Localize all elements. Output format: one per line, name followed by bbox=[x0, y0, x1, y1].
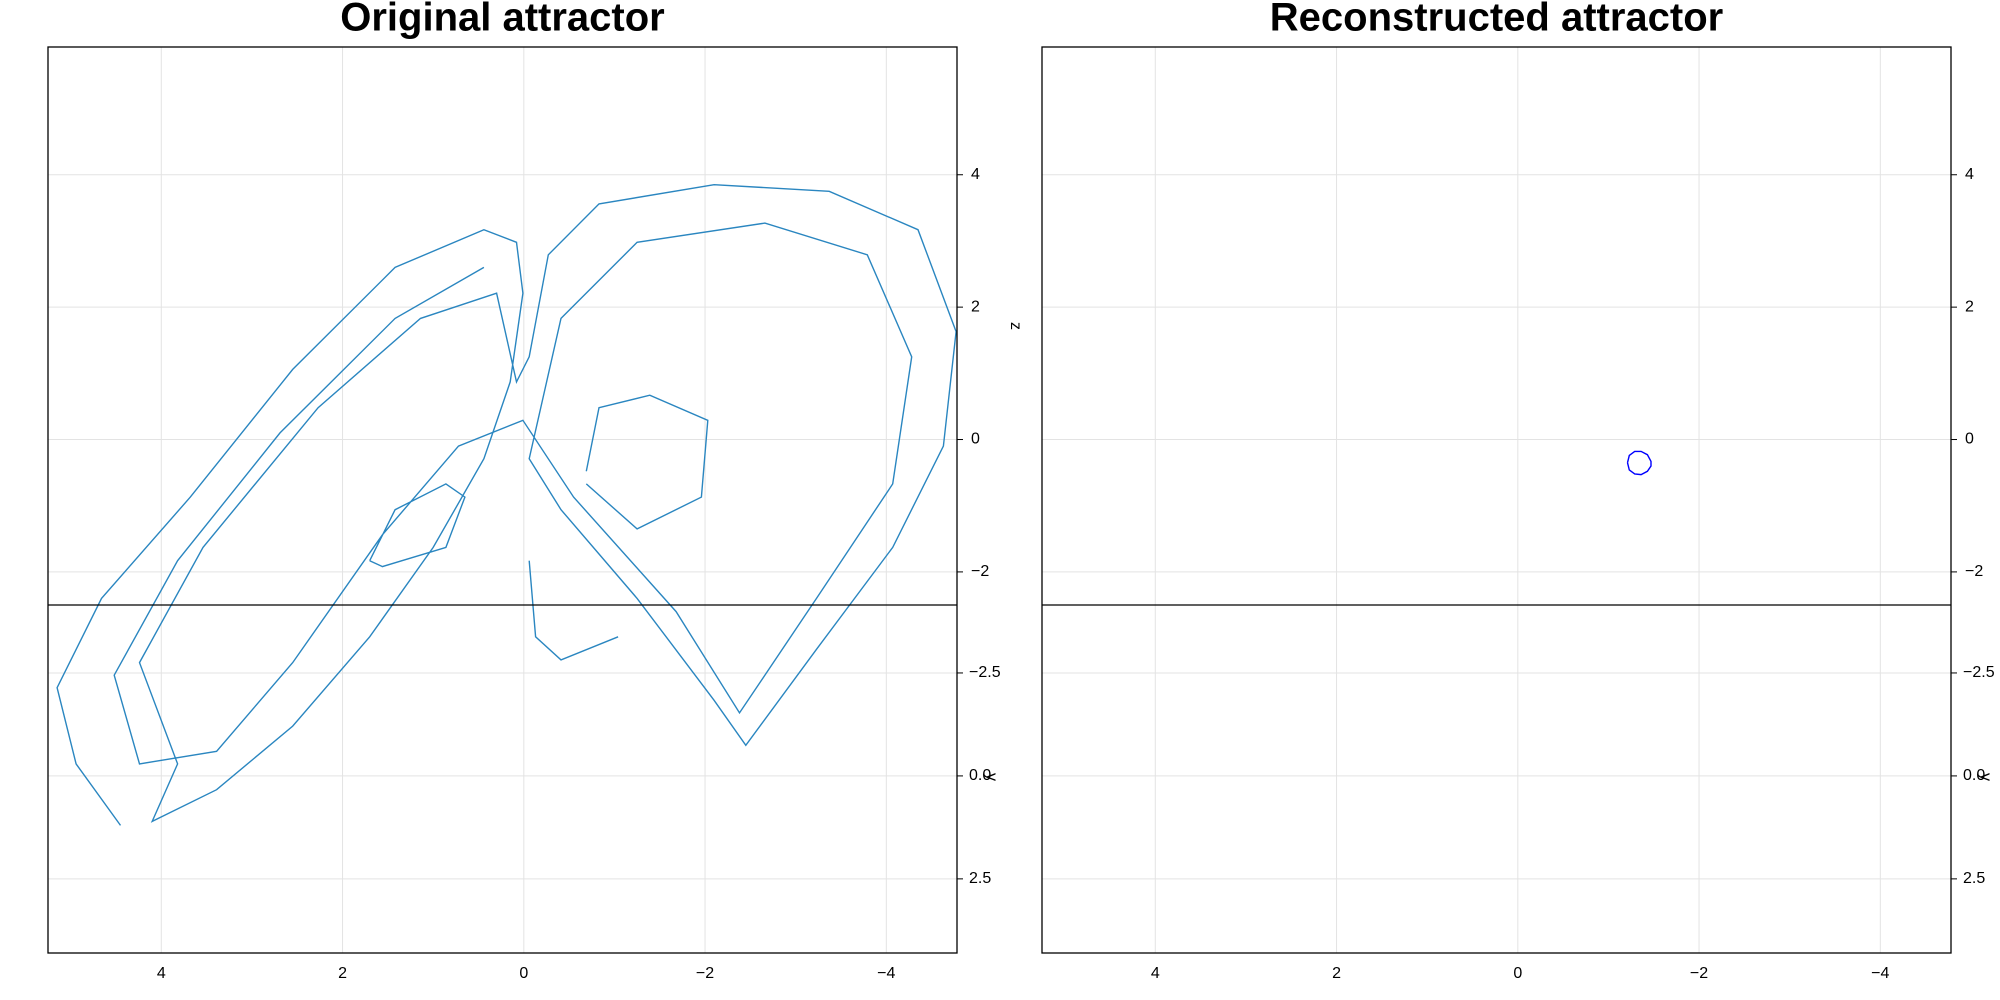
z-axis-label: z bbox=[1007, 322, 1024, 330]
y-tick-label: 0.0 bbox=[1963, 767, 1985, 784]
x-tick-label: −2 bbox=[696, 965, 714, 982]
y-tick-label: 0.0 bbox=[969, 767, 991, 784]
z-tick-label: 2 bbox=[1965, 298, 1974, 315]
z-tick-label: 2 bbox=[971, 298, 980, 315]
z-tick-label: 4 bbox=[971, 166, 980, 183]
y-axis-label: y bbox=[983, 773, 1000, 781]
trajectory bbox=[1626, 450, 1652, 476]
x-tick-label: 2 bbox=[338, 965, 347, 982]
y-tick-label: −2.5 bbox=[1963, 664, 1995, 681]
x-tick-label: 0 bbox=[1513, 965, 1522, 982]
x-tick-label: −4 bbox=[1871, 965, 1889, 982]
frame bbox=[47, 46, 958, 954]
x-tick-label: −2 bbox=[1690, 965, 1708, 982]
z-tick-label: 0 bbox=[1965, 431, 1974, 448]
x-tick-label: 2 bbox=[1332, 965, 1341, 982]
y-tick-label: 2.5 bbox=[969, 870, 991, 887]
z-tick-label: 4 bbox=[1965, 166, 1974, 183]
y-tick-label: −2.5 bbox=[969, 664, 1001, 681]
x-tick-label: −4 bbox=[877, 965, 895, 982]
x-tick-label: 4 bbox=[1151, 965, 1160, 982]
y-tick-label: 2.5 bbox=[1963, 870, 1985, 887]
x-tick-label: 0 bbox=[519, 965, 528, 982]
chart-title: Reconstructed attractor bbox=[1270, 0, 1723, 40]
z-tick-label: 0 bbox=[971, 431, 980, 448]
z-tick-label: −2 bbox=[971, 563, 989, 580]
x-tick-label: 4 bbox=[157, 965, 166, 982]
z-tick-label: −2 bbox=[1965, 563, 1983, 580]
chart-title: Original attractor bbox=[340, 0, 665, 40]
frame bbox=[1041, 46, 1952, 954]
y-axis-label: y bbox=[1977, 773, 1994, 781]
trajectory bbox=[56, 183, 957, 826]
